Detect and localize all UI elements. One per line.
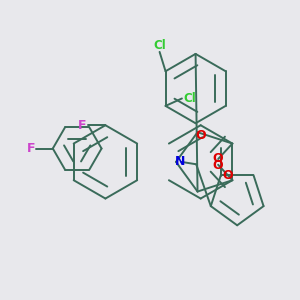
Text: O: O — [195, 129, 206, 142]
Text: N: N — [175, 155, 186, 168]
Text: F: F — [77, 119, 86, 132]
Text: O: O — [213, 152, 224, 165]
Text: Cl: Cl — [153, 39, 166, 52]
Text: F: F — [27, 142, 35, 155]
Text: O: O — [213, 159, 224, 172]
Text: Cl: Cl — [183, 92, 196, 105]
Text: O: O — [222, 169, 233, 182]
